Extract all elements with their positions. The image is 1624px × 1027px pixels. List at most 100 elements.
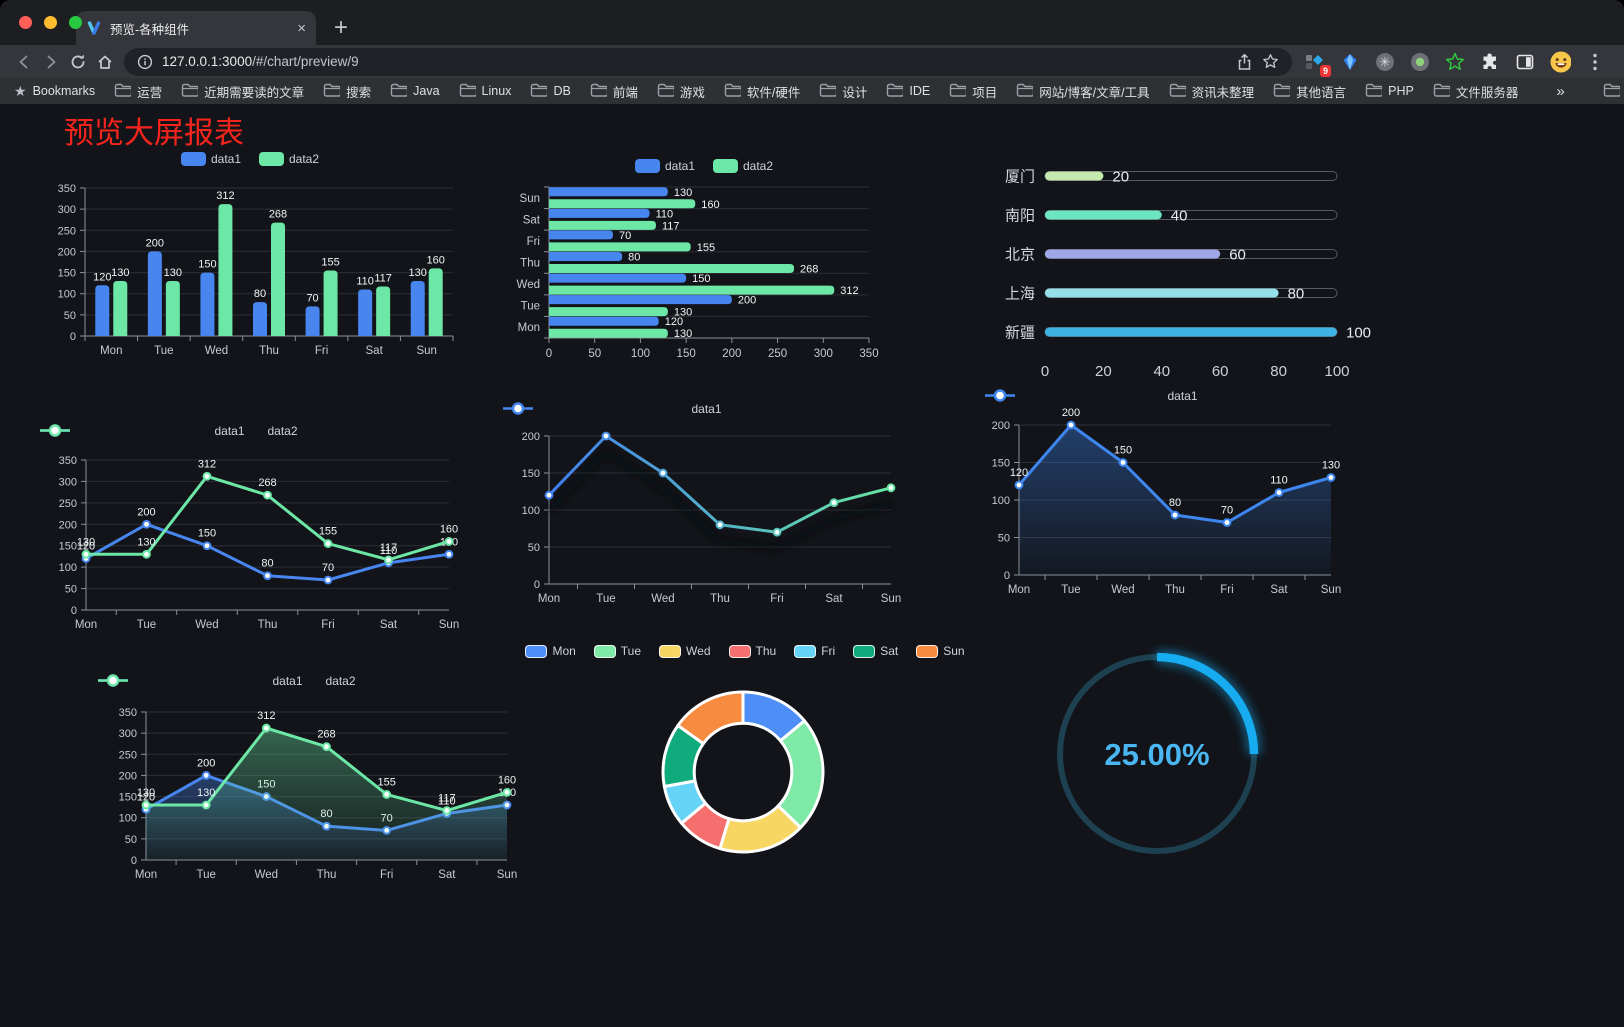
legend-item-data1[interactable]: data1: [503, 402, 722, 416]
browser-tab[interactable]: 预览-各种组件 ×: [76, 11, 316, 45]
avatar-emoji-icon[interactable]: [1549, 51, 1571, 73]
bookmark-folder-15[interactable]: 其他语言: [1273, 82, 1346, 101]
chart-line-dual[interactable]: data1 data2 0 50 100 150 200 250 300 350 Mon Tue Wed…: [40, 422, 467, 640]
series-data2[interactable]: 130 130 312 268 155 117 160: [137, 710, 516, 860]
legend-item-data1[interactable]: data1: [40, 424, 245, 438]
bookmark-folder-13[interactable]: 网站/博客/文章/工具: [1016, 82, 1150, 101]
svg-text:Thu: Thu: [259, 345, 279, 357]
progress-row-北京[interactable]: 北京 60: [1005, 247, 1338, 264]
chart-bar-vertical[interactable]: data1 data2 0 50 100 150 200 250 300 350 Mon Tue Wed…: [35, 148, 465, 363]
progress-row-厦门[interactable]: 厦门 20: [1005, 169, 1338, 186]
bookmark-folder-7[interactable]: 前端: [590, 82, 638, 101]
legend-item-Wed[interactable]: Wed: [659, 644, 711, 658]
bookmark-folder-6[interactable]: DB: [530, 83, 571, 100]
legend-item-data2[interactable]: data2: [98, 674, 356, 688]
progress-row-上海[interactable]: 上海 80: [1005, 286, 1338, 303]
tab-close-icon[interactable]: ×: [297, 19, 306, 37]
star-outline-icon[interactable]: [1444, 51, 1466, 73]
other-bookmarks-folder[interactable]: 其他书签: [1603, 82, 1624, 101]
bookmark-folder-8[interactable]: 游戏: [657, 82, 705, 101]
bookmark-folder-14[interactable]: 资讯未整理: [1169, 82, 1254, 101]
reload-icon[interactable]: [64, 48, 91, 75]
chart-donut[interactable]: Mon Tue Wed Thu Fri Sat Sun: [525, 636, 965, 888]
series-data2[interactable]: 130 130 312 268 155 117 160: [77, 458, 458, 565]
minimize-window-button[interactable]: [44, 16, 57, 29]
svg-text:100: 100: [119, 813, 137, 825]
new-tab-button[interactable]: +: [334, 14, 349, 41]
chart-line-gradient[interactable]: data1 0 50 100 150 200 Mon Tue Wed Thu Fri Sat Sun: [503, 396, 905, 614]
series-data1[interactable]: [544, 431, 896, 552]
asterisk-circle-icon[interactable]: ✳: [1374, 51, 1396, 73]
legend-item-Sun[interactable]: Sun: [916, 644, 965, 658]
bookmark-folder-12[interactable]: 项目: [949, 82, 997, 101]
side-panel-icon[interactable]: [1514, 51, 1536, 73]
kebab-menu-icon[interactable]: [1584, 51, 1606, 73]
bookmark-folder-16[interactable]: PHP: [1365, 83, 1414, 100]
dot-circle-icon[interactable]: [1409, 51, 1431, 73]
bookmark-folder-17[interactable]: 文件服务器: [1433, 82, 1518, 101]
legend-item-Sat[interactable]: Sat: [853, 644, 898, 658]
zoom-window-button[interactable]: [69, 16, 82, 29]
svg-text:200: 200: [522, 431, 540, 443]
legend-item-data1[interactable]: data1: [985, 389, 1198, 403]
legend-item-Tue[interactable]: Tue: [593, 644, 641, 658]
address-bar[interactable]: 127.0.0.1:3000/#/chart/preview/9: [124, 47, 1292, 76]
progress-row-南阳[interactable]: 南阳 40: [1005, 208, 1338, 225]
chart-bar-horizontal[interactable]: data1 data2 0 50 100 150 200 250 300 350 Mon Tue Wed…: [503, 153, 905, 368]
bookmark-folder-11[interactable]: IDE: [886, 83, 930, 100]
chart-area-single[interactable]: data1 0 50 100 150 200 Mon Tue Wed Thu Fri Sat Sun 12…: [985, 387, 1375, 605]
bar-horizontal-canvas[interactable]: 0 50 100 150 200 250 300 350 Mon Tue Wed Thu Fri Sat S…: [503, 153, 905, 368]
svg-text:100: 100: [522, 505, 540, 517]
bookmark-folder-2[interactable]: 近期需要读的文章: [181, 82, 304, 101]
bookmarks-overflow-chevron[interactable]: »: [1556, 82, 1565, 100]
legend-item-data2[interactable]: data2: [259, 152, 319, 166]
legend-item-data2[interactable]: data2: [40, 424, 298, 438]
progress-list-canvas[interactable]: 厦门 20 南阳 40 北京 60 上海 80 新疆 100 0 20 40 60 80 100: [993, 158, 1373, 386]
series-data2[interactable]: 130 130 312 268 155 117 160: [549, 199, 859, 340]
progress-row-新疆[interactable]: 新疆 100: [1005, 325, 1371, 342]
gauge-canvas[interactable]: 25.00%: [1043, 644, 1271, 864]
chart-gauge[interactable]: 25.00%: [1043, 644, 1271, 864]
home-icon[interactable]: [91, 48, 118, 75]
svg-text:130: 130: [674, 187, 692, 199]
bookmark-folder-5[interactable]: Linux: [459, 83, 511, 100]
chart-progress-list[interactable]: 厦门 20 南阳 40 北京 60 上海 80 新疆 100 0 20 40 60 80 100: [993, 158, 1373, 386]
legend-item-data1[interactable]: data1: [180, 152, 241, 166]
bar-vertical-canvas[interactable]: 0 50 100 150 200 250 300 350 Mon Tue Wed Thu Fri Sat S…: [35, 148, 465, 363]
svg-text:Wed: Wed: [195, 619, 218, 631]
line-gradient-canvas[interactable]: 0 50 100 150 200 Mon Tue Wed Thu Fri Sat Sun: [503, 396, 905, 614]
legend-item-Fri[interactable]: Fri: [794, 644, 835, 658]
pie-slice-Sun[interactable]: [676, 690, 745, 746]
bookmark-folder-10[interactable]: 设计: [819, 82, 867, 101]
legend-item-data1[interactable]: data1: [98, 674, 303, 688]
puzzle-icon[interactable]: [1479, 51, 1501, 73]
share-icon[interactable]: [1236, 53, 1253, 71]
close-window-button[interactable]: [19, 16, 32, 29]
series-data2[interactable]: 130 130 312 268 155 117 160: [111, 190, 445, 336]
bookmarks-root-item[interactable]: ★ Bookmarks: [14, 84, 95, 98]
bookmark-folder-4[interactable]: Java: [390, 83, 440, 100]
back-icon[interactable]: [10, 48, 37, 75]
svg-text:50: 50: [588, 348, 601, 360]
bookmark-folder-3[interactable]: 搜索: [323, 82, 371, 101]
legend-item-Thu[interactable]: Thu: [728, 644, 776, 658]
legend-item-data1[interactable]: data1: [634, 159, 695, 173]
forward-icon[interactable]: [37, 48, 64, 75]
legend-item-data2[interactable]: data2: [713, 159, 773, 173]
chart-line-area-dual[interactable]: data1 data2 0 50 100 150 200 250 300 350 Mon Tue Wed…: [98, 672, 525, 892]
gem-icon[interactable]: [1339, 51, 1361, 73]
line-dual-canvas[interactable]: 0 50 100 150 200 250 300 350 Mon Tue Wed Thu Fri Sat S…: [40, 422, 467, 640]
bookmark-star-icon[interactable]: [1262, 53, 1279, 70]
legend-item-Mon[interactable]: Mon: [525, 644, 576, 658]
info-icon[interactable]: [137, 54, 153, 70]
bookmark-folder-1[interactable]: 运营: [114, 82, 162, 101]
bookmark-folder-9[interactable]: 软件/硬件: [724, 82, 800, 101]
donut-canvas[interactable]: [545, 636, 945, 888]
grid-diamond-icon[interactable]: 9: [1304, 51, 1331, 77]
line-area-dual-canvas[interactable]: 0 50 100 150 200 250 300 350 Mon Tue Wed Thu Fri Sat S…: [98, 672, 525, 892]
